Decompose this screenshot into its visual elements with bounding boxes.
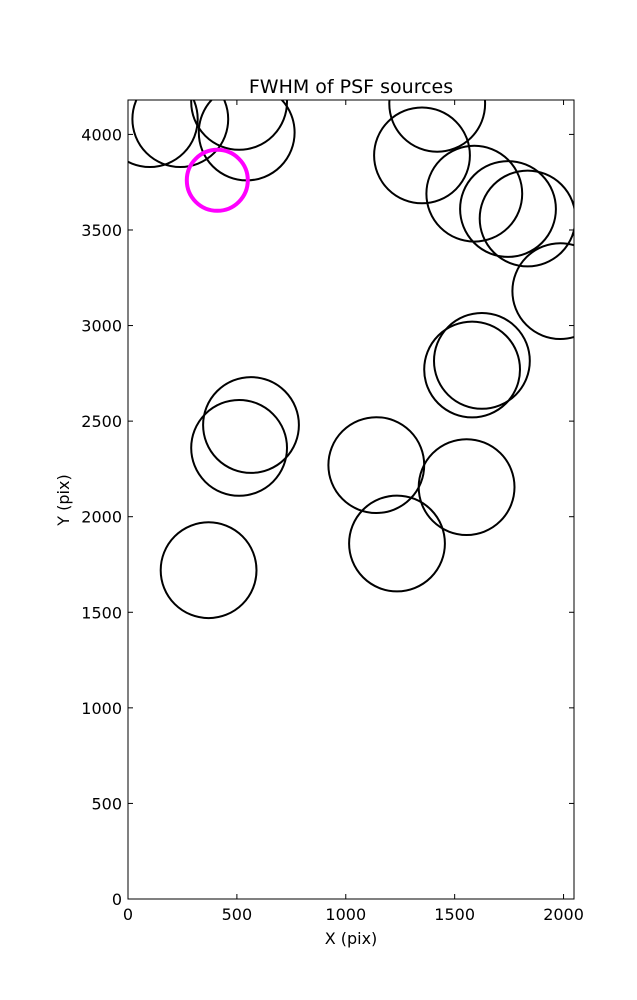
x-tick-label: 1500 [434,905,475,924]
y-axis-label: Y (pix) [54,474,73,526]
y-tick-label: 1000 [81,699,122,718]
psf-source [202,376,300,474]
y-tick-label: 500 [91,794,122,813]
psf-source [423,320,522,419]
psf-source-highlight [184,147,250,213]
y-tick-label: 1500 [81,603,122,622]
psf-source [459,160,557,258]
psf-source [190,100,288,151]
psf-source [425,144,524,243]
plot-frame [127,99,575,900]
psf-source [159,521,258,620]
x-axis: 0 500 1000 1500 2000 [123,100,584,924]
data-points [128,100,574,620]
y-tick-label: 0 [112,890,122,909]
chart-title: FWHM of PSF sources [249,76,453,98]
y-tick-label: 3500 [81,221,122,240]
psf-source [417,438,516,537]
psf-source [131,100,230,168]
x-tick-label: 0 [123,905,133,924]
psf-source [478,169,574,268]
x-axis-label: X (pix) [325,929,378,948]
x-tick-label: 2000 [543,905,584,924]
psf-source [373,106,471,205]
y-tick-label: 4000 [81,125,122,144]
psf-source [128,100,199,168]
x-tick-label: 1000 [325,905,366,924]
y-tick-label: 2000 [81,508,122,527]
psf-source [348,494,446,593]
y-tick-label: 3000 [81,317,122,336]
psf-source [511,242,574,340]
psf-source [433,312,531,410]
psf-source [190,399,289,497]
psf-source [327,416,426,515]
y-tick-label: 2500 [81,412,122,431]
x-tick-label: 500 [222,905,253,924]
psf-source [388,100,487,153]
y-axis: 0 500 1000 1500 2000 2500 3000 3500 4000 [81,125,574,909]
psf-source [197,100,296,182]
